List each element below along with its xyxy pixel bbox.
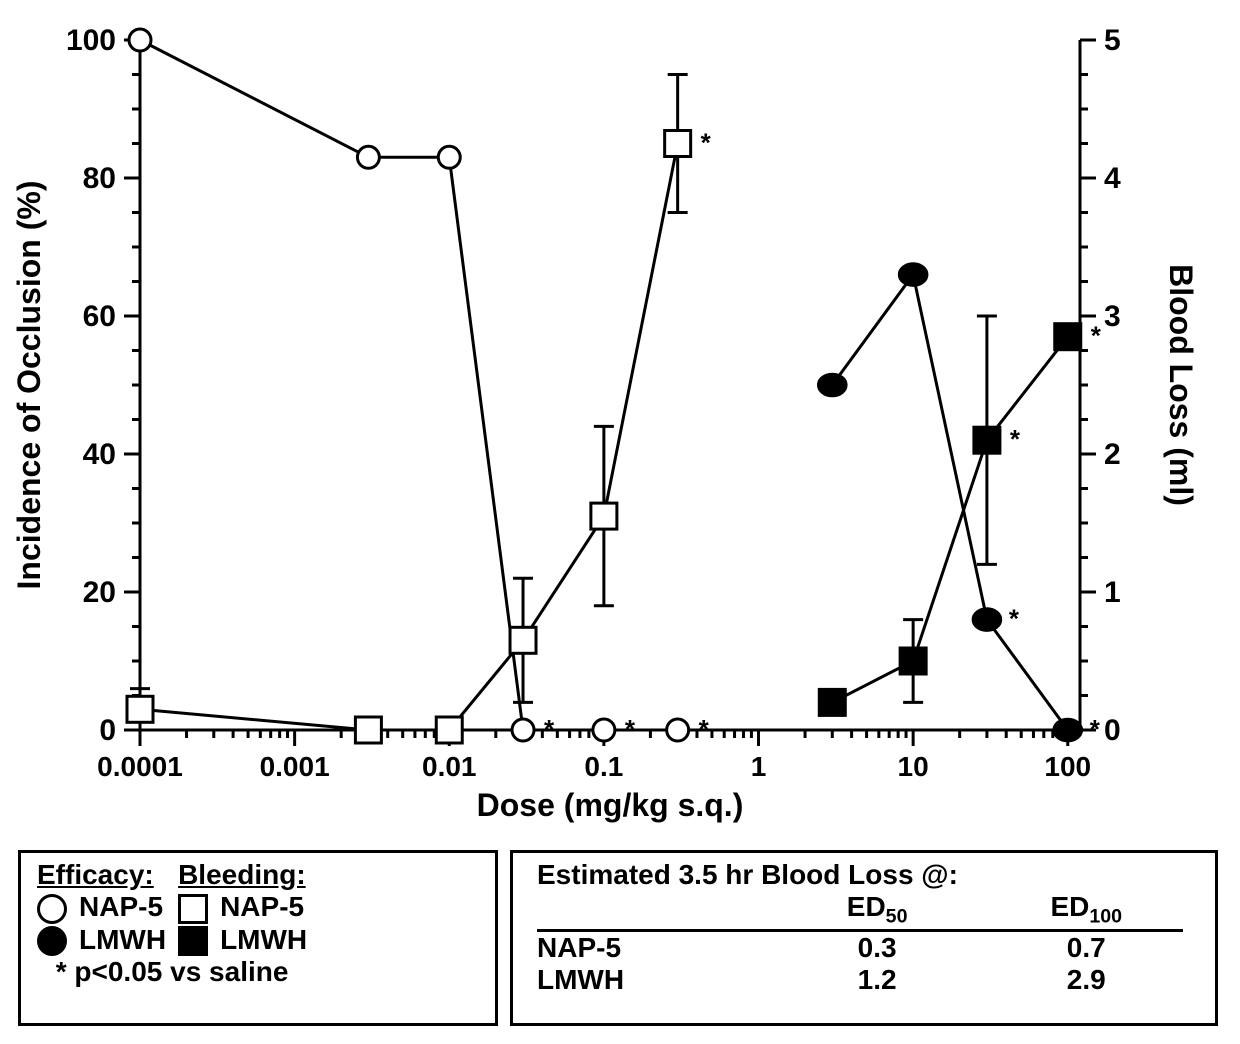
page: 020406080100Incidence of Occlusion (%)01… xyxy=(0,0,1240,1044)
svg-text:60: 60 xyxy=(83,300,116,333)
table-row: LMWH 1.2 2.9 xyxy=(523,964,1197,996)
svg-text:0.1: 0.1 xyxy=(584,751,623,782)
table-col-ed50: ED50 xyxy=(779,891,976,929)
table-title: Estimated 3.5 hr Blood Loss @: xyxy=(523,859,1197,891)
svg-text:80: 80 xyxy=(83,162,116,195)
legend-marker-square-open-icon xyxy=(178,894,208,924)
legend-blood-loss-table: Estimated 3.5 hr Blood Loss @: ED50 ED10… xyxy=(510,850,1218,1026)
svg-text:0: 0 xyxy=(1104,714,1121,747)
table-row: NAP-5 0.3 0.7 xyxy=(523,932,1197,964)
svg-text:Incidence of Occlusion (%): Incidence of Occlusion (%) xyxy=(11,181,47,590)
svg-text:*: * xyxy=(625,714,636,744)
svg-text:100: 100 xyxy=(66,24,116,57)
svg-text:0.001: 0.001 xyxy=(260,751,330,782)
legend-label: NAP-5 xyxy=(73,891,172,924)
svg-text:2: 2 xyxy=(1104,438,1121,471)
legend-footnote: p<0.05 vs saline xyxy=(74,956,288,987)
svg-text:*: * xyxy=(699,714,710,744)
svg-text:*: * xyxy=(701,128,712,158)
legend-marker-circle-open-icon xyxy=(37,894,67,924)
svg-text:*: * xyxy=(1009,604,1020,634)
legend-label: LMWH xyxy=(214,924,313,957)
svg-text:*: * xyxy=(1090,714,1101,744)
svg-text:Dose (mg/kg s.q.): Dose (mg/kg s.q.) xyxy=(477,787,744,823)
svg-text:0.01: 0.01 xyxy=(422,751,477,782)
legend-title-efficacy: Efficacy: xyxy=(37,859,154,890)
legend-label: NAP-5 xyxy=(214,891,313,924)
svg-text:5: 5 xyxy=(1104,24,1121,57)
svg-text:40: 40 xyxy=(83,438,116,471)
svg-text:10: 10 xyxy=(898,751,929,782)
svg-text:*: * xyxy=(544,714,555,744)
legend-title-bleeding: Bleeding: xyxy=(178,859,306,890)
svg-text:4: 4 xyxy=(1104,162,1121,195)
table-col-ed100: ED100 xyxy=(976,891,1197,929)
legend-efficacy-bleeding: Efficacy: Bleeding: NAP-5 NAP-5 LMWH LMW… xyxy=(18,850,498,1026)
svg-text:0: 0 xyxy=(99,714,116,747)
legend-footnote-star: * xyxy=(56,956,67,987)
svg-text:1: 1 xyxy=(751,751,767,782)
svg-text:0.0001: 0.0001 xyxy=(97,751,183,782)
svg-text:1: 1 xyxy=(1104,576,1121,609)
svg-text:Blood Loss (ml): Blood Loss (ml) xyxy=(1163,264,1199,506)
svg-text:20: 20 xyxy=(83,576,116,609)
svg-text:*: * xyxy=(1010,424,1021,454)
legend-marker-circle-fill-icon xyxy=(37,926,67,956)
svg-text:100: 100 xyxy=(1044,751,1091,782)
legend-marker-square-fill-icon xyxy=(178,926,208,956)
legend-label: LMWH xyxy=(73,924,172,957)
svg-text:*: * xyxy=(1091,321,1102,351)
svg-text:3: 3 xyxy=(1104,300,1121,333)
